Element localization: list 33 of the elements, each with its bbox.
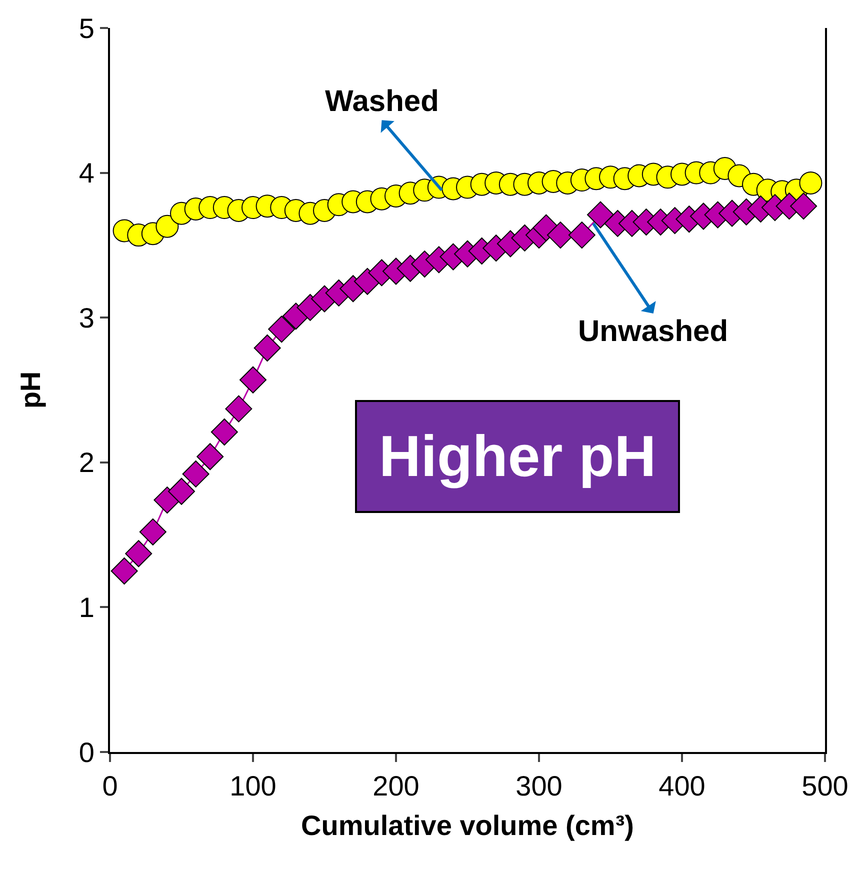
point <box>568 222 596 249</box>
x-tick-label: 0 <box>102 770 118 802</box>
annotation: Unwashed <box>578 315 728 348</box>
point <box>139 518 166 546</box>
x-tick-label: 300 <box>516 770 562 802</box>
point <box>182 460 210 488</box>
point <box>225 395 252 422</box>
point <box>268 316 296 343</box>
point <box>125 540 152 568</box>
point <box>240 366 266 394</box>
point <box>799 171 822 194</box>
y-tick-label: 4 <box>78 158 94 189</box>
x-axis-title: Cumulative volume (cm³) <box>301 810 634 842</box>
point <box>110 558 138 584</box>
point <box>790 192 818 220</box>
x-tick-label: 500 <box>802 770 848 802</box>
x-tick-label: 100 <box>230 770 276 802</box>
annotation: Washed <box>325 85 439 118</box>
x-tick-label: 200 <box>372 770 420 802</box>
point <box>196 443 224 470</box>
y-tick-label: 3 <box>78 302 94 334</box>
y-tick-label: 1 <box>78 592 94 623</box>
point <box>586 201 614 228</box>
point <box>254 334 281 362</box>
annotation: Higher pH <box>379 424 656 489</box>
y-tick-label: 2 <box>78 447 94 478</box>
y-axis-title: pH <box>15 371 46 409</box>
y-tick-label: 0 <box>78 736 94 768</box>
point <box>210 418 238 446</box>
point <box>168 478 195 505</box>
point <box>156 214 179 238</box>
x-tick-label: 400 <box>658 770 706 802</box>
y-tick-label: 5 <box>78 12 94 44</box>
